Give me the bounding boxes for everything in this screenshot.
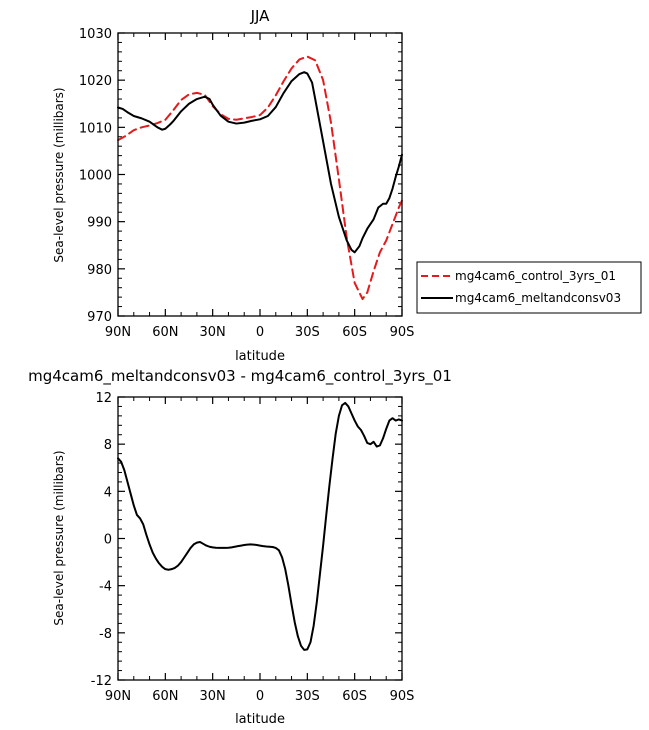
y-tick-label: -12 (91, 674, 112, 689)
legend-label-meltandconsv: mg4cam6_meltandconsv03 (455, 291, 621, 305)
x-tick-label: 30N (200, 689, 226, 704)
top-panel: JJA 90N 60N 30N 0 30S 60S 90S 970 980 990 1000 1010… (52, 7, 414, 364)
bottom-plot-frame (117, 396, 403, 681)
legend-label-control: mg4cam6_control_3yrs_01 (455, 269, 616, 283)
y-tick-label: 980 (87, 263, 112, 278)
y-tick-label: 8 (104, 438, 112, 453)
top-y-axis-label: Sea-level pressure (millibars) (52, 87, 66, 262)
top-ticks: 90N 60N 30N 0 30S 60S 90S 970 980 990 1000 1010 1020… (79, 27, 414, 340)
x-tick-label: 30S (295, 689, 320, 704)
y-tick-label: -8 (99, 627, 112, 642)
x-tick-label: 30N (200, 325, 226, 340)
x-tick-label: 0 (256, 689, 264, 704)
y-tick-label: 0 (104, 533, 112, 548)
x-tick-label: 90S (390, 325, 415, 340)
x-tick-label: 90N (105, 325, 131, 340)
x-tick-label: 60N (152, 325, 178, 340)
p0-series-line-1 (117, 71, 403, 254)
bottom-panel: mg4cam6_meltandconsv03 - mg4cam6_control… (28, 367, 452, 727)
bottom-x-axis-label: latitude (235, 712, 285, 727)
y-tick-label: 12 (95, 391, 112, 406)
x-tick-label: 60N (152, 689, 178, 704)
bottom-ticks: 90N 60N 30N 0 30S 60S 90S -12 -8 -4 0 4 8 12 (91, 391, 415, 704)
x-tick-label: 60S (342, 325, 367, 340)
bottom-y-axis-label: Sea-level pressure (millibars) (52, 450, 66, 625)
y-tick-label: 970 (87, 310, 112, 325)
top-chart-title: JJA (250, 7, 271, 25)
y-tick-label: 1030 (79, 27, 112, 42)
y-tick-label: 1020 (79, 74, 112, 89)
top-plot-frame (117, 32, 403, 317)
x-tick-label: 60S (342, 689, 367, 704)
top-x-axis-label: latitude (235, 349, 285, 364)
p0-series-line-0 (117, 55, 403, 301)
x-tick-label: 30S (295, 325, 320, 340)
y-tick-label: 990 (87, 216, 112, 231)
legend-box (416, 261, 642, 314)
p1-series-line-0 (117, 401, 403, 651)
x-tick-label: 0 (256, 325, 264, 340)
y-tick-label: 4 (104, 485, 112, 500)
x-tick-label: 90S (390, 689, 415, 704)
y-tick-label: 1000 (79, 169, 112, 184)
y-tick-label: -4 (99, 580, 112, 595)
y-tick-label: 1010 (79, 121, 112, 136)
x-tick-label: 90N (105, 689, 131, 704)
legend: mg4cam6_control_3yrs_01 mg4cam6_meltandc… (416, 261, 642, 314)
top-series (117, 55, 403, 301)
bottom-chart-title: mg4cam6_meltandconsv03 - mg4cam6_control… (28, 367, 452, 386)
bottom-series (117, 401, 403, 651)
